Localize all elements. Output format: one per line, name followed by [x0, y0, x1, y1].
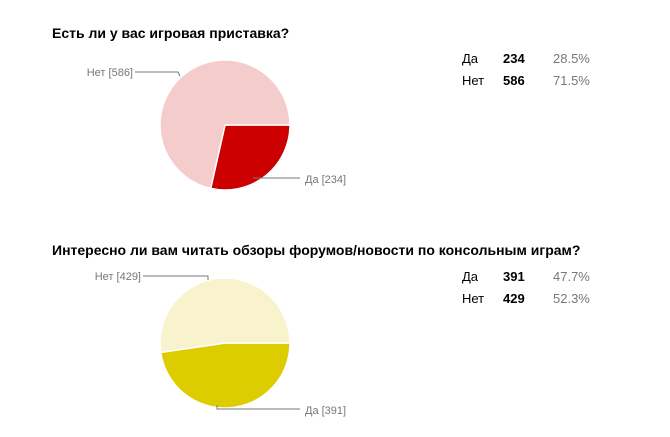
legend-label: Нет — [462, 290, 485, 306]
legend-percent: 52.3% — [553, 290, 590, 306]
legend-row: Нет 586 71.5% — [462, 69, 590, 91]
legend-percent: 47.7% — [553, 268, 590, 284]
pie-slice-Да — [159, 342, 291, 409]
slice-label: Да [234] — [305, 174, 346, 186]
callout-line — [135, 71, 181, 77]
legend-row: Да 234 28.5% — [462, 47, 590, 69]
pie-slice-Нет — [159, 59, 291, 190]
slice-label: Да [391] — [305, 405, 346, 417]
legend-count: 429 — [503, 290, 525, 306]
legend-label: Да — [462, 268, 479, 284]
legend-table-2: Да 391 47.7% Нет 429 52.3% — [462, 265, 590, 309]
legend-row: Нет 429 52.3% — [462, 287, 590, 309]
chart-title-2: Интересно ли вам читать обзоры форумов/н… — [52, 242, 581, 258]
slice-label: Нет [586] — [87, 67, 133, 79]
legend-count: 586 — [503, 72, 525, 88]
callout-line — [143, 275, 209, 280]
legend-percent: 71.5% — [553, 72, 590, 88]
legend-row: Да 391 47.7% — [462, 265, 590, 287]
slice-label: Нет [429] — [95, 271, 141, 283]
callout-line — [216, 405, 300, 410]
pie-slice-Да — [209, 124, 291, 191]
pie-slice-Нет — [159, 277, 291, 354]
legend-table-1: Да 234 28.5% Нет 586 71.5% — [462, 47, 590, 91]
legend-count: 391 — [503, 268, 525, 284]
legend-percent: 28.5% — [553, 50, 590, 66]
legend-count: 234 — [503, 50, 525, 66]
legend-label: Нет — [462, 72, 485, 88]
chart-title-1: Есть ли у вас игровая приставка? — [52, 25, 290, 41]
legend-label: Да — [462, 50, 479, 66]
